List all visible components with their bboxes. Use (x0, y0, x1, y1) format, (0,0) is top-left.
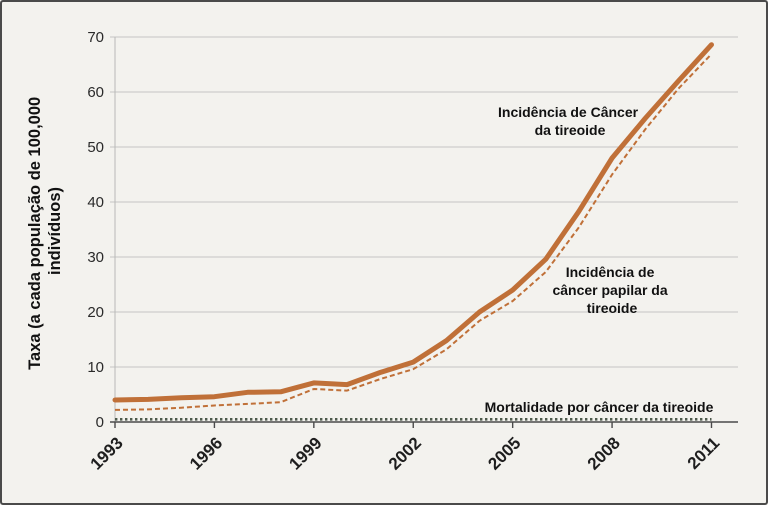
series-line-papillary-incidence (114, 53, 713, 411)
y-tick-label: 70 (87, 29, 104, 46)
y-axis-title-line-2: indivíduos) (46, 187, 64, 275)
series-label-total-incidence: Incidência de Câncer da tireoide (498, 104, 642, 138)
y-tick-label: 60 (87, 84, 104, 101)
y-tick-label: 50 (87, 139, 104, 156)
series-label-line: Mortalidade por câncer da tireoide (485, 399, 714, 415)
y-tick-label: 30 (87, 249, 104, 266)
series-label-papillary-incidence: Incidência de câncer papilar da tireoide (552, 264, 671, 316)
y-axis-tick-labels: 0 10 20 30 40 50 60 70 (87, 29, 104, 431)
series-label-line: tireoide (587, 300, 638, 316)
y-tick-label: 20 (87, 304, 104, 321)
series-label-line: da tireoide (535, 122, 606, 138)
x-axis-tick-marks (114, 422, 713, 428)
y-tick-label: 40 (87, 194, 104, 211)
y-gridlines (110, 36, 738, 368)
y-axis-title: Taxa (a cada população de 100,000 indiví… (26, 92, 64, 370)
y-axis-title-line-1: Taxa (a cada população de 100,000 (26, 97, 44, 370)
series-line-total-incidence (112, 42, 714, 403)
series-label-line: Incidência de (566, 264, 655, 280)
series-label-line: câncer papilar da (552, 282, 667, 298)
y-tick-label: 10 (87, 359, 104, 376)
y-tick-label: 0 (96, 414, 104, 431)
series-lines (112, 42, 714, 421)
series-label-line: Incidência de Câncer (498, 104, 639, 120)
series-label-mortality: Mortalidade por câncer da tireoide (485, 399, 714, 415)
